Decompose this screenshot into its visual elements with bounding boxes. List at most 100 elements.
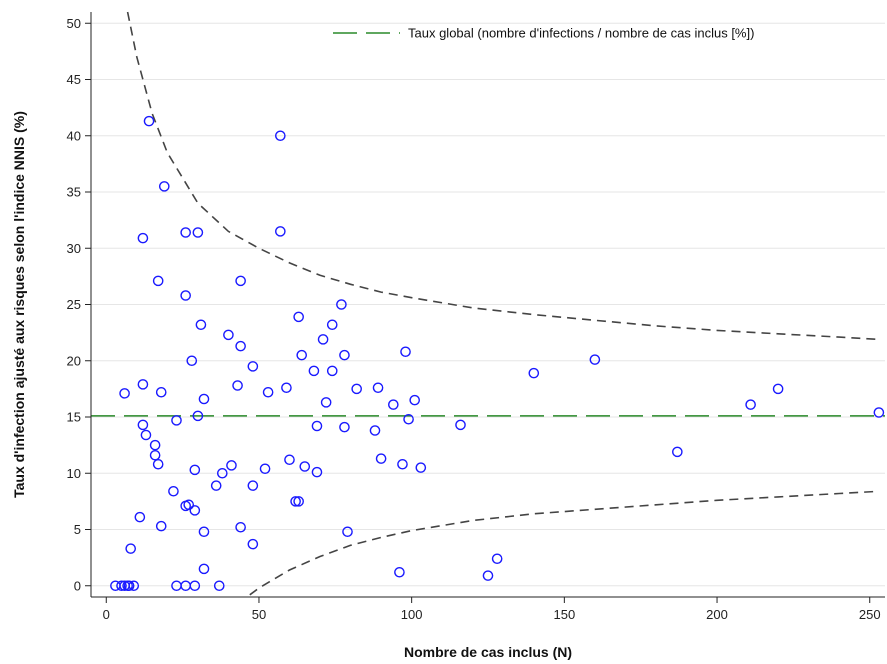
- data-point: [409, 394, 421, 406]
- x-tick-label: 0: [103, 607, 110, 622]
- y-axis-title: Taux d'infection ajusté aux risques selo…: [11, 111, 27, 498]
- data-point: [589, 354, 601, 365]
- data-point: [351, 383, 362, 395]
- data-point: [213, 580, 225, 592]
- data-point: [372, 382, 384, 394]
- data-point: [143, 115, 155, 127]
- data-point: [491, 553, 503, 565]
- data-point: [308, 365, 320, 377]
- data-point: [400, 346, 411, 358]
- data-point: [394, 566, 405, 578]
- y-tick-label: 5: [74, 522, 81, 537]
- y-tick-label: 30: [67, 241, 81, 256]
- data-point: [232, 380, 243, 391]
- data-point: [672, 446, 683, 458]
- x-axis-title: Nombre de cas inclus (N): [404, 644, 572, 660]
- legend-label-overall-rate: Taux global (nombre d'infections / nombr…: [408, 26, 754, 41]
- data-point: [772, 383, 784, 395]
- data-point: [320, 397, 332, 408]
- data-point: [247, 538, 259, 550]
- data-point: [195, 319, 207, 331]
- x-tick-label: 50: [252, 607, 266, 622]
- data-point: [168, 485, 179, 497]
- data-point: [336, 299, 347, 310]
- data-point: [403, 413, 414, 425]
- data-point: [171, 415, 182, 426]
- data-point: [152, 458, 164, 470]
- data-point: [247, 361, 259, 372]
- data-point: [284, 454, 295, 466]
- data-point: [275, 226, 286, 237]
- data-point: [299, 461, 311, 472]
- y-tick-label: 40: [67, 128, 81, 143]
- data-point: [123, 580, 135, 592]
- data-point: [339, 349, 350, 361]
- x-tick-label: 250: [859, 607, 881, 622]
- data-point: [293, 496, 304, 507]
- data-point: [158, 181, 170, 192]
- data-point: [235, 275, 246, 287]
- legend: Taux global (nombre d'infections / nombr…: [333, 26, 754, 41]
- data-point: [342, 526, 353, 538]
- y-tick-label: 10: [67, 466, 81, 481]
- data-point: [311, 420, 323, 432]
- data-point: [528, 367, 540, 379]
- data-point: [235, 340, 246, 352]
- data-point: [482, 570, 494, 581]
- data-point: [281, 382, 292, 394]
- y-tick-label: 25: [67, 297, 81, 312]
- data-point: [192, 227, 204, 238]
- lower-control-limit: [249, 490, 879, 596]
- data-point: [415, 462, 427, 473]
- data-point: [198, 393, 210, 405]
- grid-lines: [91, 22, 885, 587]
- x-tick-label: 150: [553, 607, 575, 622]
- x-tick-label: 100: [401, 607, 423, 622]
- data-point: [134, 511, 146, 523]
- data-point: [369, 425, 381, 436]
- data-point: [119, 388, 130, 399]
- upper-control-limit: [126, 11, 879, 341]
- data-point: [293, 311, 304, 323]
- data-point: [290, 496, 301, 507]
- data-point: [210, 480, 222, 491]
- data-point: [189, 505, 201, 516]
- data-point: [186, 355, 198, 367]
- data-point: [326, 365, 338, 377]
- data-point: [183, 499, 195, 511]
- y-tick-label: 20: [67, 353, 81, 368]
- y-tick-label: 35: [67, 185, 81, 200]
- data-point: [326, 319, 338, 331]
- data-point: [259, 463, 271, 475]
- data-point: [235, 521, 246, 533]
- data-point: [180, 227, 191, 238]
- data-point: [155, 386, 167, 398]
- data-point: [262, 386, 274, 398]
- data-point: [317, 334, 329, 345]
- data-point: [125, 543, 136, 554]
- data-point: [296, 349, 308, 361]
- data-point: [223, 329, 234, 341]
- data-point: [397, 458, 408, 470]
- data-point: [189, 464, 201, 476]
- data-point: [152, 275, 164, 287]
- axes: 0 5 10 15 20 25 30 35 40 45 50 0 50 100 150 200 250: [67, 12, 885, 622]
- data-point: [137, 379, 149, 390]
- data-point: [226, 460, 237, 471]
- data-point: [180, 290, 191, 301]
- data-point: [149, 439, 161, 451]
- y-tick-label: 0: [74, 578, 81, 593]
- data-points: [110, 115, 885, 592]
- data-point: [149, 449, 161, 461]
- data-point: [116, 580, 127, 592]
- x-tick-label: 200: [706, 607, 728, 622]
- reference-lines: [91, 11, 885, 596]
- data-point: [275, 130, 286, 142]
- data-point: [311, 466, 323, 478]
- y-tick-label: 15: [67, 410, 81, 425]
- data-point: [375, 453, 387, 464]
- data-point: [128, 580, 140, 592]
- y-tick-label: 50: [67, 16, 81, 31]
- data-point: [140, 429, 152, 441]
